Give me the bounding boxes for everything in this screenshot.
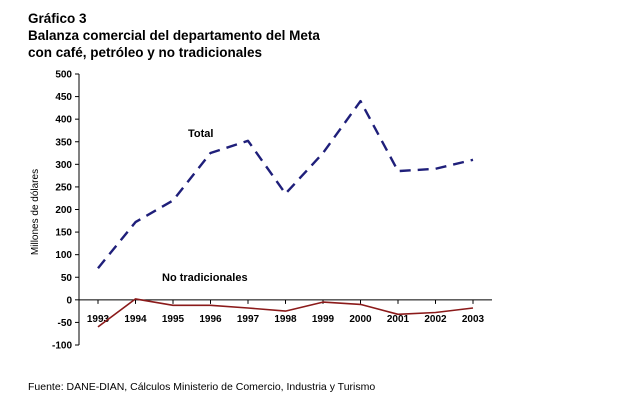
y-tick-label: 250 xyxy=(55,182,72,193)
source-note: Fuente: DANE-DIAN, Cálculos Ministerio d… xyxy=(28,381,376,393)
y-tick-label: 0 xyxy=(66,295,72,306)
y-tick-label: 400 xyxy=(55,115,72,126)
x-tick-label: 1998 xyxy=(274,314,297,325)
chart-title: Gráfico 3 Balanza comercial del departam… xyxy=(28,10,320,61)
x-tick-label: 2001 xyxy=(387,314,410,325)
x-tick-label: 1999 xyxy=(312,314,335,325)
series-labels: Total No tradicionales xyxy=(162,128,248,284)
y-tick-label: 500 xyxy=(55,70,72,81)
x-tick-label: 1997 xyxy=(237,314,260,325)
y-tick-label: 350 xyxy=(55,137,72,148)
x-tick-label: 1993 xyxy=(87,314,110,325)
series-lines xyxy=(97,99,474,328)
no-tradicionales-series-label: No tradicionales xyxy=(162,272,248,284)
y-tick-label: 150 xyxy=(55,228,72,239)
y-tick-labels: -100 -50 0 50 100 150 200 250 300 350 400 450 500 xyxy=(52,70,72,352)
x-tick-labels: 1993 1994 1995 1996 1997 1998 1999 2000 2001 2002… xyxy=(87,314,485,325)
y-tick-label: 100 xyxy=(55,250,72,261)
total-series-label: Total xyxy=(188,128,213,140)
x-tick-label: 1994 xyxy=(124,314,147,325)
y-tick-label: 300 xyxy=(55,160,72,171)
chart-title-line-2: Balanza comercial del departamento del M… xyxy=(28,28,320,43)
y-tick-label: 50 xyxy=(61,273,73,284)
no-tradicionales-series-line xyxy=(97,298,474,328)
chart-title-line-1: Gráfico 3 xyxy=(28,11,87,26)
x-tick-label: 1996 xyxy=(199,314,222,325)
y-tick-label: 450 xyxy=(55,92,72,103)
y-tick-label: 200 xyxy=(55,205,72,216)
y-tick-label: -100 xyxy=(52,341,72,352)
x-tick-label: 1995 xyxy=(162,314,185,325)
axes xyxy=(75,73,492,346)
x-tick-label: 2000 xyxy=(349,314,372,325)
y-axis-label: Millones de dólares xyxy=(30,169,41,255)
total-series-line xyxy=(97,99,474,269)
chart-title-line-3: con café, petróleo y no tradicionales xyxy=(28,45,263,60)
y-tick-label: -50 xyxy=(58,318,73,329)
x-tick-label: 2003 xyxy=(462,314,485,325)
x-tick-label: 2002 xyxy=(424,314,447,325)
